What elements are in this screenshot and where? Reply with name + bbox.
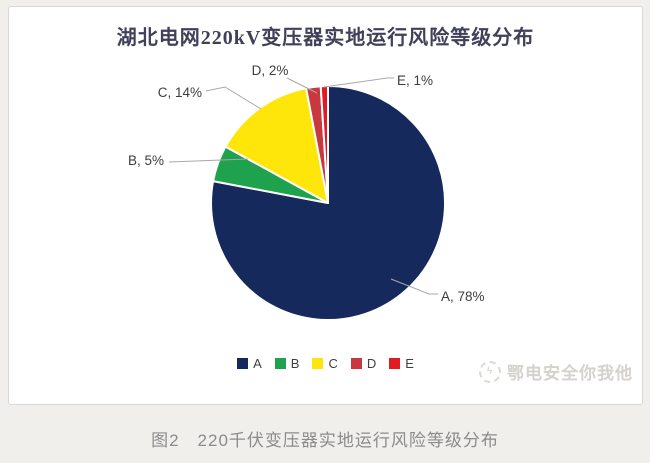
leader-line-b (168, 158, 249, 163)
leader-line-c (205, 86, 262, 110)
watermark-text: 鄂电安全你我他 (507, 364, 633, 383)
legend-swatch-e (389, 358, 401, 369)
leader-line-a (390, 278, 438, 295)
legend-swatch-b (274, 358, 286, 369)
chart-title: 湖北电网220kV变压器实地运行风险等级分布 (116, 27, 535, 49)
legend-item-a: A (237, 356, 262, 371)
figure-caption: 图2 220千伏变压器实地运行风险等级分布 (151, 431, 499, 450)
data-label-c: C, 14% (158, 85, 202, 100)
data-label-d: D, 2% (252, 63, 289, 78)
legend-label-b: B (290, 356, 300, 371)
legend-label-d: D (366, 356, 377, 371)
leader-line-d (286, 77, 318, 94)
leader-line-e (323, 77, 394, 88)
legend-swatch-c (312, 358, 324, 369)
legend-label-c: C (328, 356, 338, 371)
legend-swatch-d (350, 358, 362, 369)
data-label-a: A, 78% (441, 289, 485, 304)
data-label-e: E, 1% (397, 73, 433, 88)
chart-card: 湖北电网220kV变压器实地运行风险等级分布 A, 78% B, 5% C, 14%… (8, 6, 643, 405)
legend-item-d: D (350, 356, 377, 371)
pie-chart: A, 78% B, 5% C, 14% D, 2% E, 1% (128, 63, 485, 321)
data-label-b: B, 5% (128, 153, 164, 168)
legend-item-b: B (274, 356, 300, 371)
legend-item-c: C (312, 356, 338, 371)
legend-label-e: E (405, 356, 414, 371)
legend-label-a: A (253, 356, 262, 371)
watermark-logo-icon: ϟ (479, 360, 501, 383)
legend: A B C D E (9, 356, 642, 371)
watermark: ϟ 鄂电安全你我他 (479, 359, 633, 384)
legend-item-e: E (389, 356, 414, 371)
legend-swatch-a (237, 358, 249, 369)
